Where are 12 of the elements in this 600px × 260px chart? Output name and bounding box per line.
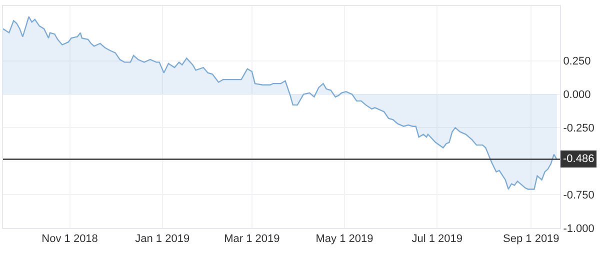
y-tick-label: -0.250 [563, 122, 594, 135]
x-tick-label: Jul 1 2019 [412, 233, 462, 246]
x-tick-label: Sep 1 2019 [503, 233, 560, 246]
y-tick-label: -0.750 [563, 189, 594, 202]
y-tick-label: 0.000 [563, 89, 591, 102]
x-tick-label: Nov 1 2018 [42, 233, 98, 246]
y-tick-label: 0.250 [563, 56, 591, 68]
y-tick-label: -1.000 [563, 222, 594, 235]
x-tick-label: May 1 2019 [316, 233, 374, 246]
x-tick-label: Mar 1 2019 [224, 233, 280, 246]
ref-line-label: -0.486 [563, 153, 594, 165]
x-tick-label: Jan 1 2019 [135, 233, 190, 246]
